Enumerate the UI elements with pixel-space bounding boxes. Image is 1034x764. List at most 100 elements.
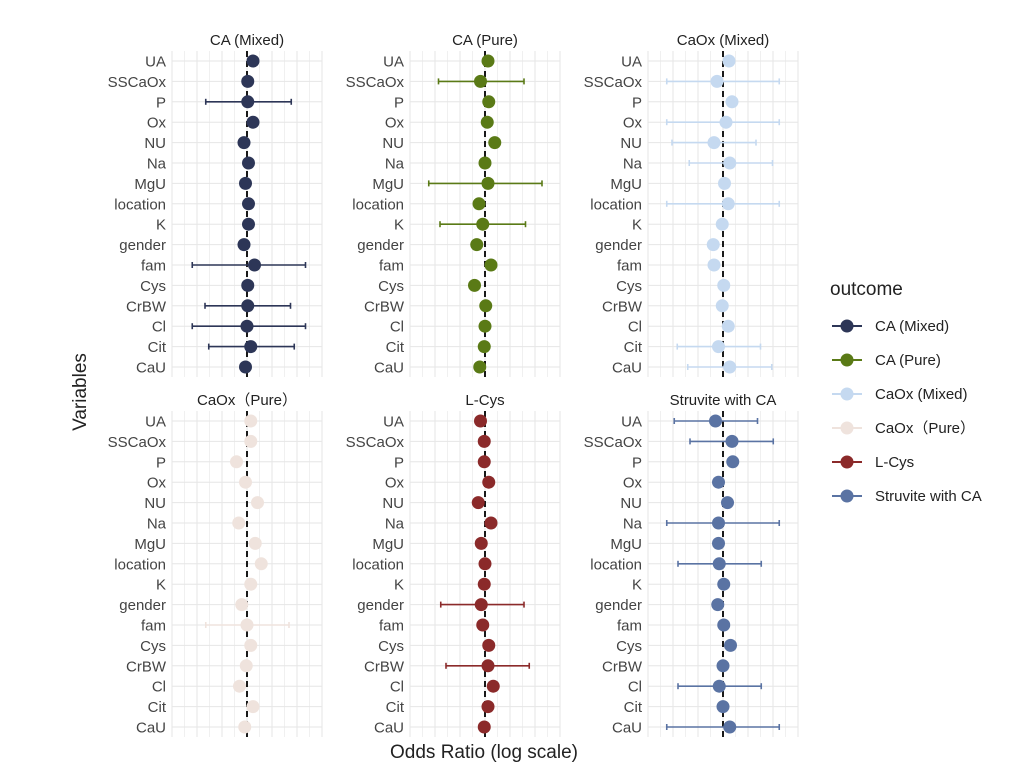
data-point [486,679,500,693]
data-point [710,74,724,88]
data-point [239,360,252,374]
data-point [474,414,487,428]
data-point [480,115,494,129]
y-tick-label: location [590,556,642,573]
panel-2: CA (Pure) UA SSCaOx P Ox NU Na MgU location Kgend… [346,32,561,377]
data-point [725,434,739,448]
data-point [716,700,730,714]
y-tick-label: gender [119,597,166,614]
data-point [484,258,498,272]
data-point [476,618,490,632]
panel-title: CaOx（Pure） [197,392,297,409]
data-point [712,557,726,571]
panels-group: CA (Mixed) UA SSCaOx P Ox NU Na MgU location Kgen… [108,32,799,737]
y-tick-label: Ox [623,115,643,132]
y-tick-label: K [632,217,642,234]
data-point [237,238,251,252]
y-tick-label: Na [147,516,167,533]
panel-3: CaOx (Mixed) UA SSCaOx P Ox NU Na MgU location Kg… [584,32,799,377]
y-tick-label: UA [145,54,166,71]
data-point [474,536,488,550]
legend-item: CaOx（Pure） [832,420,975,437]
y-tick-label: NU [144,495,166,512]
data-point [473,360,487,374]
y-tick-label: MgU [610,536,642,553]
y-tick-label: Na [147,156,167,173]
data-point [723,156,737,170]
data-point [722,54,736,68]
y-tick-label: SSCaOx [108,434,167,451]
y-tick-label: P [394,454,404,471]
data-point [482,95,496,109]
y-tick-label: fam [617,618,642,635]
y-tick-label: NU [620,135,642,152]
y-tick-label: gender [357,237,404,254]
y-tick-label: Ox [147,475,167,492]
y-tick-label: CaU [374,360,404,377]
data-point [244,638,258,652]
data-point [232,516,246,530]
x-axis-title: Odds Ratio (log scale) [390,742,578,763]
y-tick-label: SSCaOx [584,74,643,91]
y-tick-label: K [156,577,166,594]
y-tick-label: fam [141,618,166,635]
data-point [474,74,487,88]
y-tick-label: CaU [136,360,166,377]
data-point [471,496,485,510]
y-tick-label: fam [141,258,166,275]
data-point [468,278,481,292]
data-point [711,598,725,612]
y-tick-label: P [632,454,642,471]
data-point [474,598,488,612]
legend-item: CA (Mixed) [832,318,949,335]
y-tick-label: Cit [624,699,643,716]
y-tick-label: UA [621,414,642,431]
y-tick-label: P [394,94,404,111]
y-tick-label: Cit [148,339,167,356]
y-tick-label: Cit [148,699,167,716]
data-point [248,536,262,550]
legend-key-point [840,319,854,333]
data-point [242,156,255,170]
data-point [244,340,258,354]
data-point [706,238,720,252]
data-point [481,176,495,190]
panel-title: L-Cys [465,392,504,409]
y-tick-label: MgU [372,176,404,193]
y-tick-label: K [394,577,404,594]
y-axis-title: Variables [70,353,91,431]
y-tick-label: gender [595,237,642,254]
legend-label: CaOx（Pure） [875,420,975,437]
data-point [476,217,490,231]
y-tick-label: Cys [140,278,166,295]
y-tick-label: P [632,94,642,111]
data-point [726,455,740,469]
y-tick-label: location [590,196,642,213]
y-tick-label: CaU [136,720,166,737]
data-point [707,258,721,272]
data-point [246,54,260,68]
y-tick-label: Ox [147,115,167,132]
data-point [712,516,725,530]
y-tick-label: SSCaOx [346,74,405,91]
panel-title: Struvite with CA [670,392,777,409]
data-point [488,136,502,150]
data-point [240,319,254,333]
data-point [478,319,492,333]
y-tick-label: MgU [134,176,166,193]
data-point [712,475,725,489]
data-point [244,414,258,428]
data-point [478,156,492,170]
data-point [717,278,731,292]
y-tick-label: Cys [140,638,166,655]
legend-key-point [840,387,854,401]
data-point [719,115,733,129]
y-tick-label: UA [383,414,404,431]
data-point [709,414,722,428]
y-tick-label: Ox [385,475,405,492]
y-tick-label: CrBW [602,298,643,315]
y-tick-label: Na [623,156,643,173]
data-point [712,679,726,693]
data-point [715,299,729,313]
y-tick-label: CrBW [126,658,167,675]
